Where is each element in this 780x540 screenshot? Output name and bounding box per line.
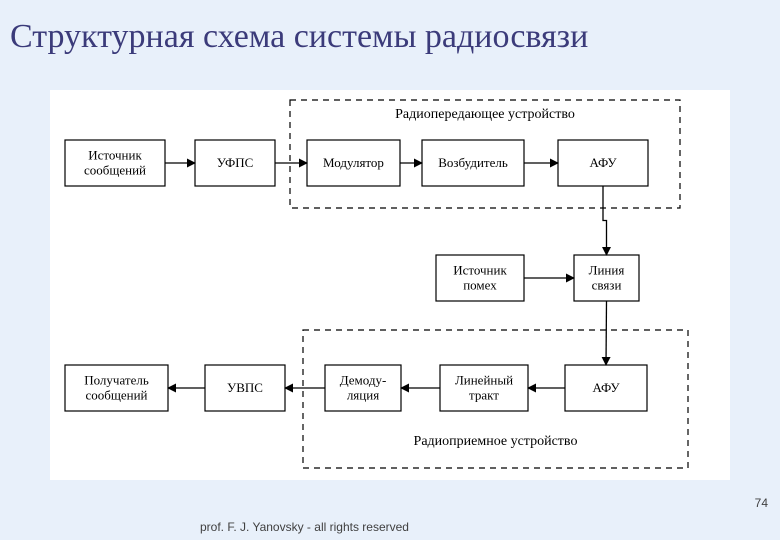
svg-text:помех: помех [463,278,497,293]
svg-text:Модулятор: Модулятор [323,155,384,170]
flowchart-svg: Радиопередающее устройство Радиоприемное … [50,90,730,480]
svg-text:Линейный: Линейный [455,373,513,388]
svg-text:тракт: тракт [469,388,499,403]
svg-text:сообщений: сообщений [84,163,146,178]
svg-text:УВПС: УВПС [227,380,263,395]
svg-text:ляция: ляция [347,388,379,403]
svg-text:связи: связи [592,278,622,293]
svg-text:Источник: Источник [453,263,507,278]
svg-text:Демоду-: Демоду- [340,373,387,388]
diagram-canvas: Радиопередающее устройство Радиоприемное … [50,90,730,480]
svg-text:АФУ: АФУ [589,155,617,170]
svg-text:Получатель: Получатель [84,373,149,388]
svg-text:Источник: Источник [88,148,142,163]
svg-text:Радиопередающее устройство: Радиопередающее устройство [395,107,575,122]
page-title: Структурная схема системы радиосвязи [10,18,588,56]
footer-text: prof. F. J. Yanovsky - all rights reserv… [200,520,409,534]
svg-text:Линия: Линия [589,263,625,278]
svg-text:Радиоприемное устройство: Радиоприемное устройство [414,434,578,449]
svg-text:сообщений: сообщений [85,388,147,403]
svg-text:УФПС: УФПС [217,155,254,170]
svg-text:Возбудитель: Возбудитель [438,155,508,170]
svg-text:АФУ: АФУ [592,380,620,395]
page-number: 74 [755,496,768,510]
